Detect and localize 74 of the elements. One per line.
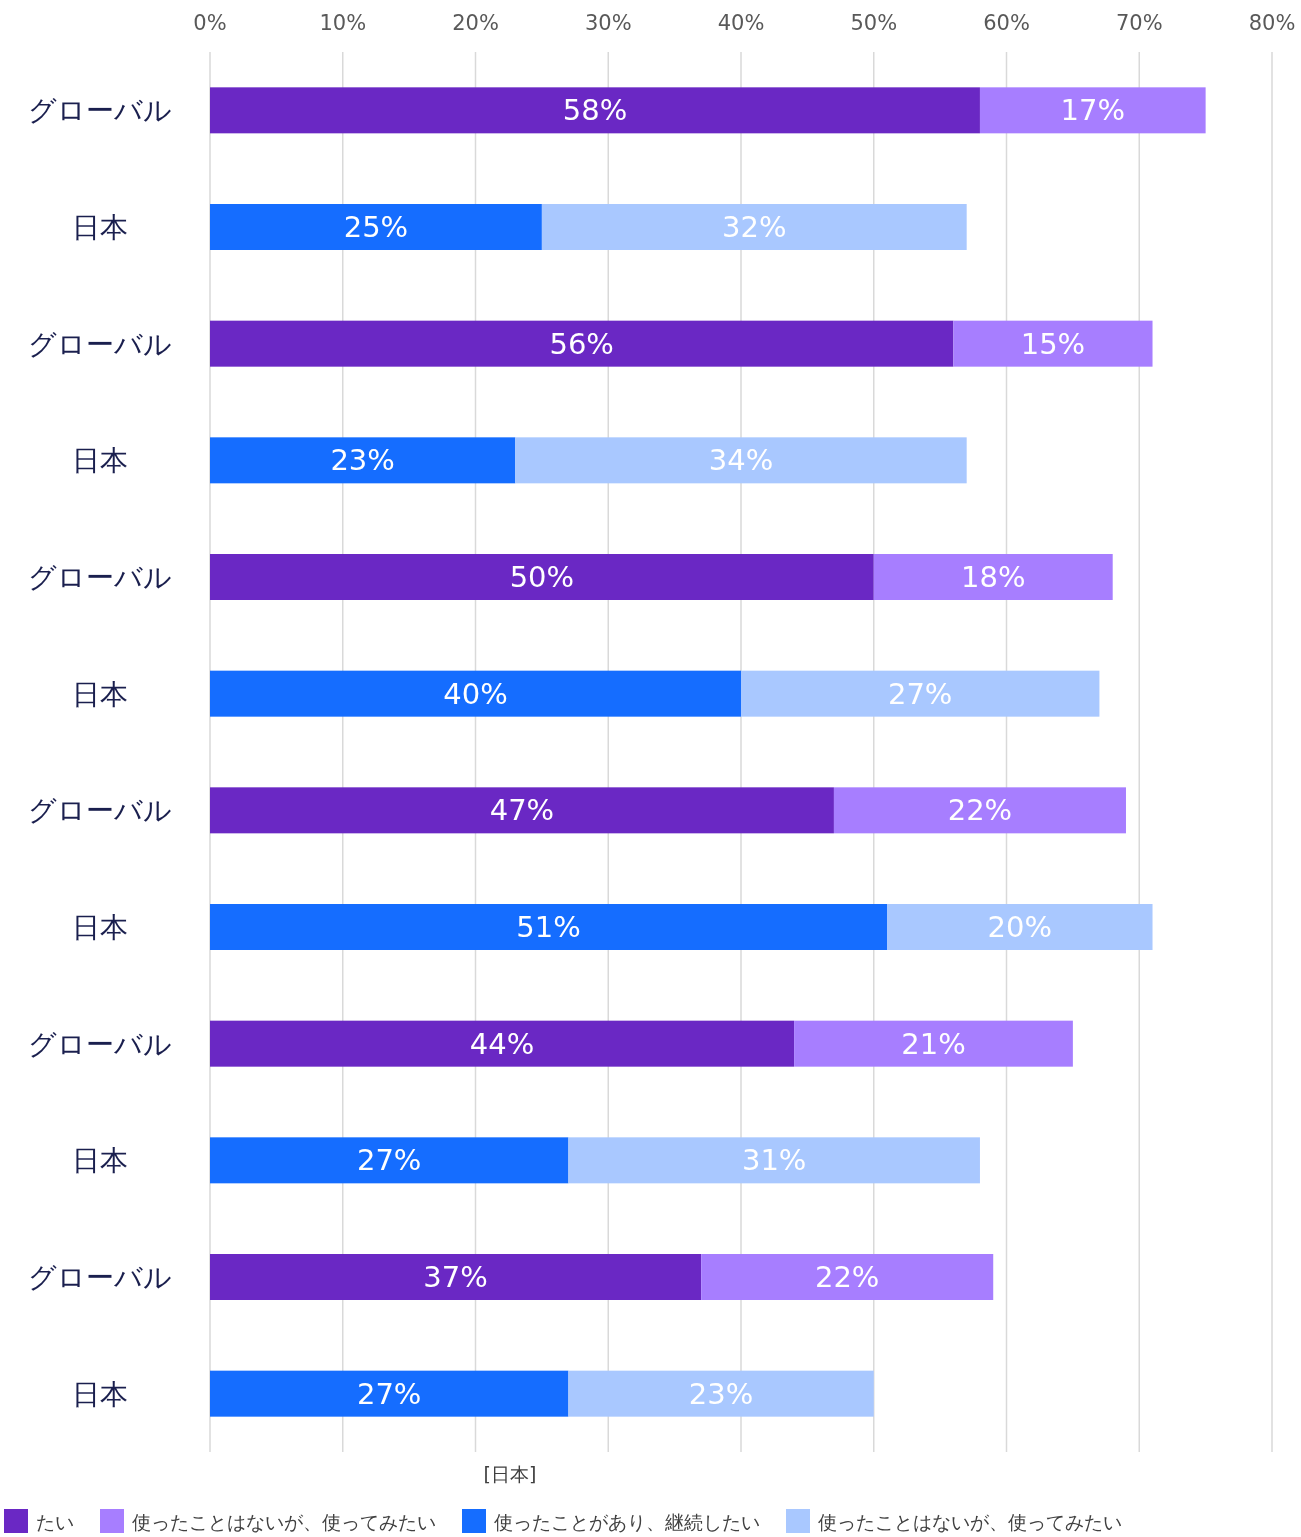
data-label: 27% (356, 1376, 422, 1411)
data-label: 32% (722, 210, 787, 244)
data-label: 23% (688, 1376, 754, 1411)
data-label: 51% (516, 910, 581, 944)
bar (210, 320, 954, 367)
bar (568, 1137, 980, 1184)
x-tick-label: 70% (1115, 11, 1163, 35)
data-label: 31% (741, 1143, 807, 1178)
bar (210, 554, 874, 600)
y-tick-label: 日本 (72, 211, 128, 244)
x-tick-label: 10% (319, 11, 367, 35)
bar (953, 320, 1153, 367)
data-label: 50% (509, 560, 575, 594)
bar (833, 787, 1126, 834)
legend-label: 使ったことがあり、継続したい (494, 1511, 760, 1533)
bar (741, 670, 1100, 717)
bar (541, 204, 967, 250)
y-tick-label: グローバル (28, 561, 172, 594)
bar (794, 1020, 1073, 1067)
x-tick-label: 40% (717, 11, 765, 35)
data-label: 22% (814, 1260, 880, 1294)
bar (887, 904, 1153, 950)
bar (701, 1254, 994, 1300)
data-label: 18% (960, 560, 1026, 594)
x-tick-label: 60% (983, 11, 1030, 35)
legend-label: 使ったことはないが、使ってみたい (818, 1511, 1122, 1533)
data-label: 47% (489, 793, 555, 828)
bar (210, 1020, 795, 1067)
data-label: 15% (1020, 326, 1086, 361)
y-tick-label: グローバル (28, 1027, 172, 1061)
y-tick-label: 日本 (72, 444, 128, 478)
data-label: 37% (423, 1260, 488, 1294)
data-label: 27% (887, 676, 953, 711)
data-label: 17% (1060, 93, 1126, 128)
bar (515, 437, 967, 484)
x-tick-label: 0% (193, 11, 227, 35)
bar (210, 904, 888, 950)
data-label: 22% (947, 793, 1013, 828)
text: [日本] (483, 1463, 537, 1485)
bar (210, 437, 516, 484)
bar (210, 204, 542, 250)
x-tick-label: 30% (584, 11, 632, 35)
data-label: 27% (356, 1143, 422, 1178)
y-tick-label: 日本 (72, 1377, 128, 1411)
y-tick-label: グローバル (28, 794, 172, 828)
data-label: 23% (330, 443, 395, 478)
bar (210, 670, 741, 717)
bar (568, 1370, 874, 1417)
y-tick-label: グローバル (28, 1261, 172, 1294)
data-label: 56% (549, 326, 614, 361)
bar (210, 1254, 702, 1300)
y-tick-label: グローバル (28, 94, 172, 128)
bar (979, 87, 1206, 134)
data-label: 44% (469, 1026, 535, 1061)
data-label: 40% (443, 676, 508, 711)
data-label: 25% (343, 210, 409, 244)
y-tick-label: 日本 (72, 1144, 128, 1178)
bar (210, 1370, 569, 1417)
bar (210, 787, 834, 834)
x-tick-label: 50% (850, 11, 898, 35)
bar (210, 87, 980, 134)
data-label: 34% (708, 443, 774, 478)
bar (873, 554, 1113, 600)
data-label: 20% (987, 910, 1053, 944)
data-label: 21% (901, 1026, 966, 1061)
y-tick-label: グローバル (28, 327, 172, 361)
legend-label: たい (36, 1511, 74, 1533)
x-tick-label: 80% (1248, 11, 1296, 35)
y-tick-label: 日本 (72, 677, 128, 711)
legend-label: 使ったことはないが、使ってみたい (132, 1511, 436, 1533)
x-tick-label: 20% (452, 11, 499, 35)
data-label: 58% (562, 93, 628, 128)
bar (210, 1137, 569, 1184)
y-tick-label: 日本 (72, 911, 128, 944)
